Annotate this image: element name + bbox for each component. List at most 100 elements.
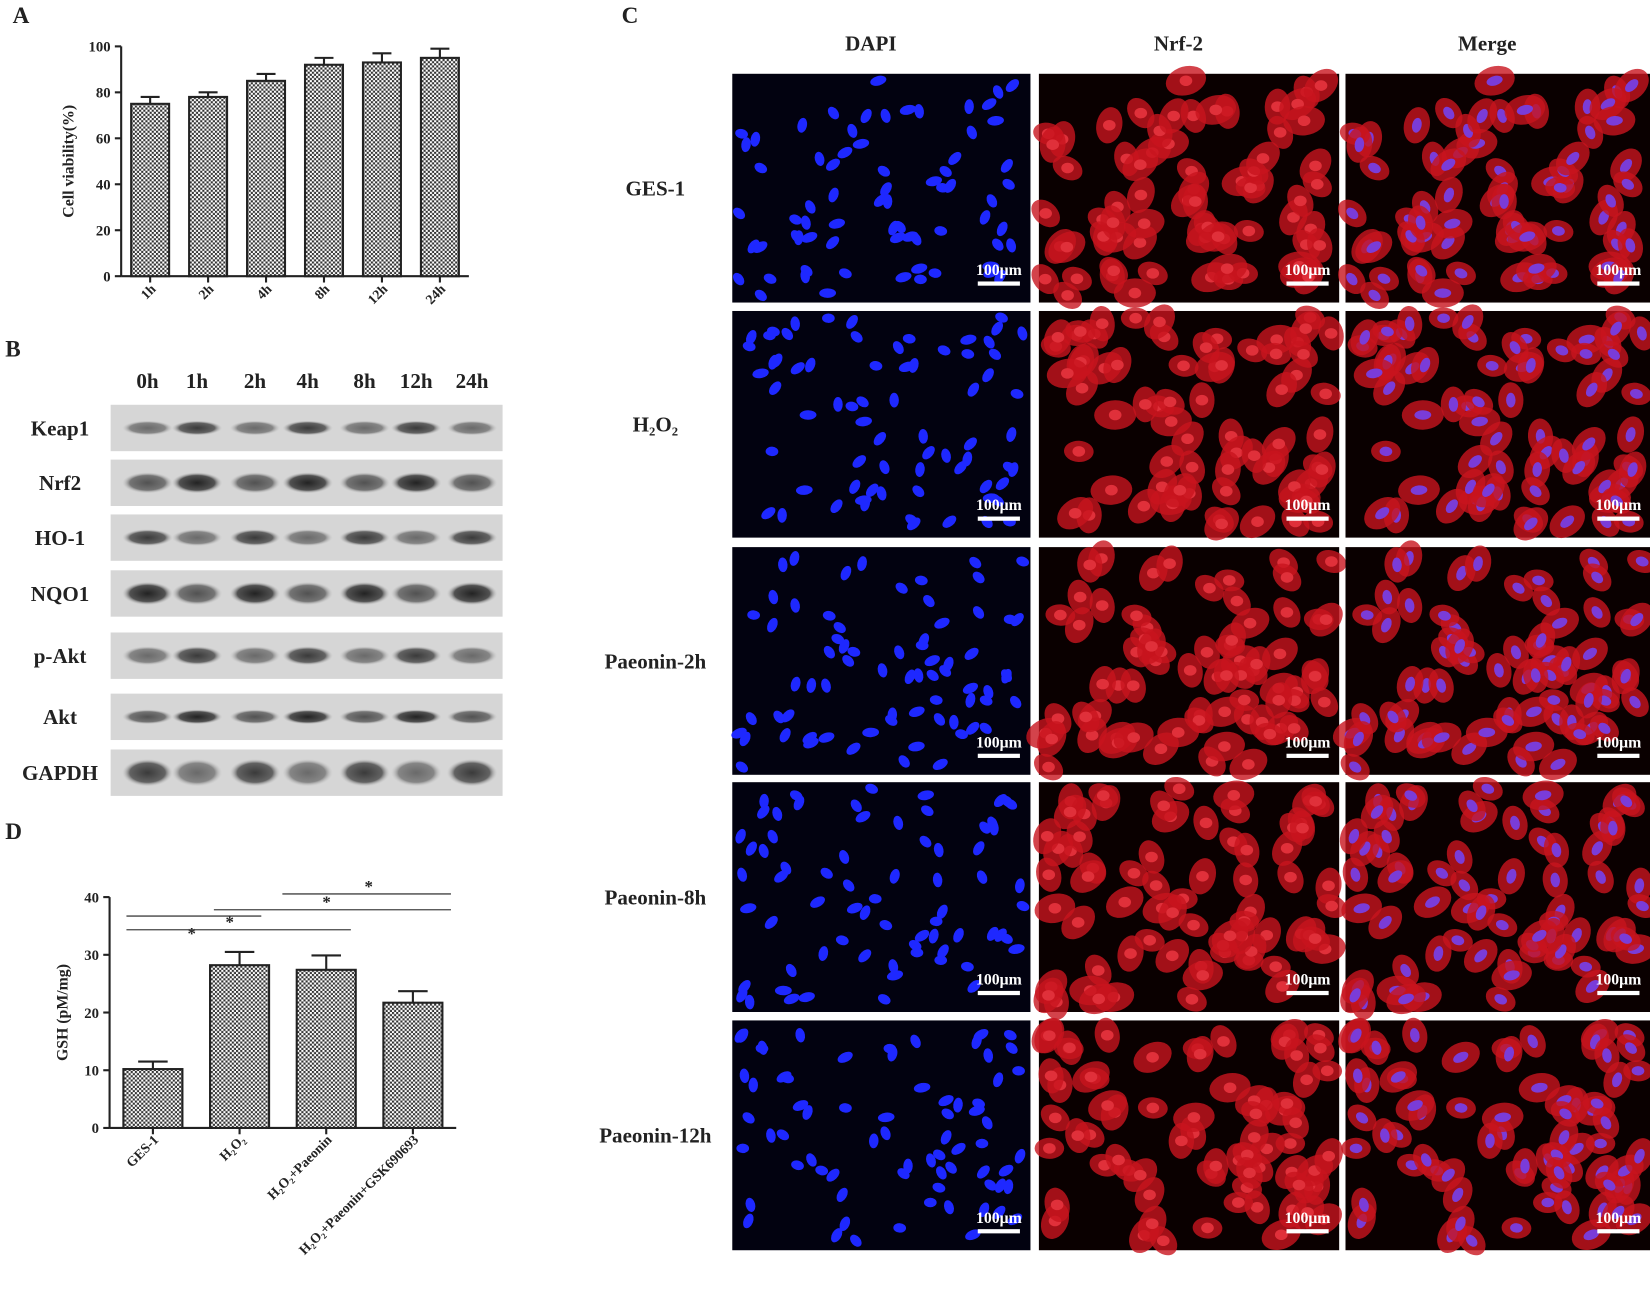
cell-nucleus <box>1319 614 1333 625</box>
cell-nucleus <box>1582 647 1597 660</box>
cell-nucleus <box>1133 237 1147 248</box>
blot-band <box>339 420 390 436</box>
micrograph: 100μm <box>1031 65 1340 309</box>
y-tick-label: 0 <box>103 269 110 285</box>
cell-nucleus <box>983 685 994 699</box>
cell-nucleus <box>904 669 916 685</box>
micrograph: 100μm <box>732 310 1031 538</box>
cell-nucleus <box>1382 589 1393 605</box>
cell-nucleus <box>1315 464 1329 475</box>
cell-nucleus <box>1081 871 1095 882</box>
cell-nucleus <box>1411 117 1422 133</box>
cell-nucleus <box>754 162 768 174</box>
panel-label: A <box>13 3 30 29</box>
cell-nucleus <box>1243 617 1257 629</box>
y-axis-label: Cell viability(%) <box>61 105 78 218</box>
cell-nucleus <box>1322 880 1335 892</box>
scale-bar <box>1286 1229 1329 1234</box>
cell-nucleus <box>792 1100 809 1111</box>
cell-nucleus <box>1017 326 1028 341</box>
cell-nucleus <box>913 1082 931 1093</box>
cell-nucleus <box>1156 1235 1170 1247</box>
cell-nucleus <box>1084 1071 1098 1083</box>
cell-nucleus <box>737 867 748 882</box>
cell-nucleus <box>1499 194 1509 209</box>
cell-nucleus <box>1378 915 1392 929</box>
cell-nucleus <box>1275 384 1288 395</box>
blot-band <box>282 758 333 787</box>
blot-band <box>171 758 223 787</box>
scale-bar <box>1597 990 1640 996</box>
cell-nucleus <box>1244 182 1257 194</box>
cell-nucleus <box>745 841 757 856</box>
cell-nucleus <box>1555 345 1569 356</box>
cell-nucleus <box>735 828 746 844</box>
y-tick-label: 60 <box>96 132 111 148</box>
cell-nucleus <box>908 706 925 718</box>
cell-nucleus <box>828 218 845 229</box>
cell-nucleus <box>886 970 904 981</box>
cell-nucleus <box>1349 761 1362 773</box>
cell-nucleus <box>745 1197 756 1212</box>
lane-label: 12h <box>400 369 433 393</box>
scale-bar <box>1286 990 1329 996</box>
cell-nucleus <box>1524 517 1538 531</box>
cell-nucleus <box>1529 485 1542 498</box>
cell-nucleus <box>1227 790 1241 801</box>
cell-nucleus <box>895 582 908 594</box>
x-tick-label: GES-1 <box>123 1132 161 1170</box>
cell-nucleus <box>1130 610 1143 622</box>
blot-band <box>229 758 281 787</box>
micrograph: 100μm <box>1332 540 1650 781</box>
cell-nucleus <box>1561 1200 1572 1215</box>
blot-band <box>282 472 333 494</box>
cell-nucleus <box>1585 980 1600 993</box>
cell-nucleus <box>856 396 869 408</box>
cell-nucleus <box>1000 159 1013 173</box>
protein-label: Nrf2 <box>39 471 81 495</box>
scale-bar-label: 100μm <box>1595 497 1641 514</box>
cell-nucleus <box>1276 981 1289 992</box>
cell-nucleus <box>1454 639 1465 654</box>
cell-nucleus <box>983 335 995 349</box>
cell-nucleus <box>1520 1158 1530 1174</box>
cell-nucleus <box>839 268 852 279</box>
cell-nucleus <box>992 238 1004 251</box>
cell-nucleus <box>1415 215 1426 230</box>
cell-nucleus <box>1452 1187 1464 1202</box>
cell-nucleus <box>1127 732 1141 743</box>
cell-nucleus <box>806 1153 817 1167</box>
cell-nucleus <box>912 485 925 498</box>
cell-nucleus <box>1127 868 1141 879</box>
cell-nucleus <box>1494 663 1504 678</box>
cell-nucleus <box>1008 944 1025 955</box>
cell-nucleus <box>971 1034 982 1050</box>
cell-nucleus <box>1237 694 1251 706</box>
cell-nucleus <box>1128 287 1142 299</box>
cell-nucleus <box>767 326 780 337</box>
significance-mark: * <box>225 913 233 932</box>
cell-nucleus <box>1360 610 1374 620</box>
cell-nucleus <box>1096 790 1110 801</box>
y-tick-label: 40 <box>84 890 99 906</box>
cell-nucleus <box>873 431 887 446</box>
cell-nucleus <box>1012 1066 1025 1076</box>
cell-nucleus <box>1371 1040 1382 1055</box>
cell-nucleus <box>1249 1108 1263 1120</box>
scale-bar <box>977 516 1020 521</box>
cell-nucleus <box>1192 715 1206 726</box>
cell-nucleus <box>1501 715 1515 726</box>
cell-nucleus <box>908 939 922 951</box>
cell-nucleus <box>1137 500 1151 512</box>
cell-nucleus <box>798 992 815 1003</box>
cell-nucleus <box>995 477 1010 491</box>
cell-nucleus <box>1398 993 1414 1005</box>
column-header: Merge <box>1458 32 1516 56</box>
bar <box>295 968 357 1130</box>
cell-nucleus <box>835 935 849 946</box>
cell-nucleus <box>1256 153 1270 164</box>
cell-nucleus <box>1553 183 1567 193</box>
cell-nucleus <box>839 850 850 864</box>
cell-nucleus <box>1558 1130 1570 1145</box>
cell-nucleus <box>1530 668 1541 683</box>
